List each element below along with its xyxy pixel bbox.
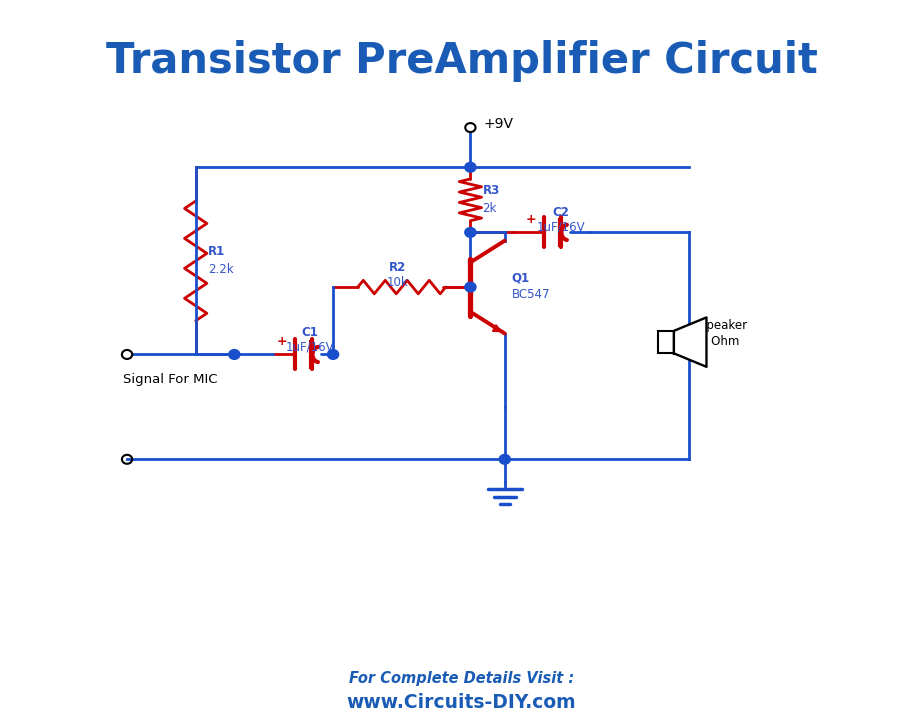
Text: +: + xyxy=(276,336,287,348)
Text: 2.2k: 2.2k xyxy=(208,263,234,276)
Text: R2: R2 xyxy=(389,261,406,274)
Text: Q1: Q1 xyxy=(511,271,530,284)
Text: 8 Ohm: 8 Ohm xyxy=(700,335,739,348)
Text: C2: C2 xyxy=(552,206,569,219)
Polygon shape xyxy=(674,318,706,366)
Text: 10k: 10k xyxy=(387,276,408,289)
Bar xyxy=(658,331,674,354)
Circle shape xyxy=(465,282,476,292)
Text: BC547: BC547 xyxy=(511,287,550,300)
Text: 1uF/16V: 1uF/16V xyxy=(536,221,585,234)
Text: R3: R3 xyxy=(483,184,499,197)
Circle shape xyxy=(465,163,476,172)
Text: +9V: +9V xyxy=(484,117,513,131)
Text: Transistor PreAmplifier Circuit: Transistor PreAmplifier Circuit xyxy=(105,40,818,82)
Circle shape xyxy=(465,228,476,238)
Text: R1: R1 xyxy=(208,245,225,258)
Circle shape xyxy=(499,454,510,464)
Circle shape xyxy=(328,350,339,359)
Text: Signal For MIC: Signal For MIC xyxy=(123,373,217,386)
Text: For Complete Details Visit :: For Complete Details Visit : xyxy=(349,671,574,685)
Text: www.Circuits-DIY.com: www.Circuits-DIY.com xyxy=(347,693,576,711)
Text: 1uF/16V: 1uF/16V xyxy=(285,341,334,354)
Circle shape xyxy=(229,350,240,359)
Text: Speaker: Speaker xyxy=(700,319,748,332)
Text: 2k: 2k xyxy=(483,202,497,215)
Text: +: + xyxy=(525,213,536,226)
Text: C1: C1 xyxy=(302,325,318,338)
